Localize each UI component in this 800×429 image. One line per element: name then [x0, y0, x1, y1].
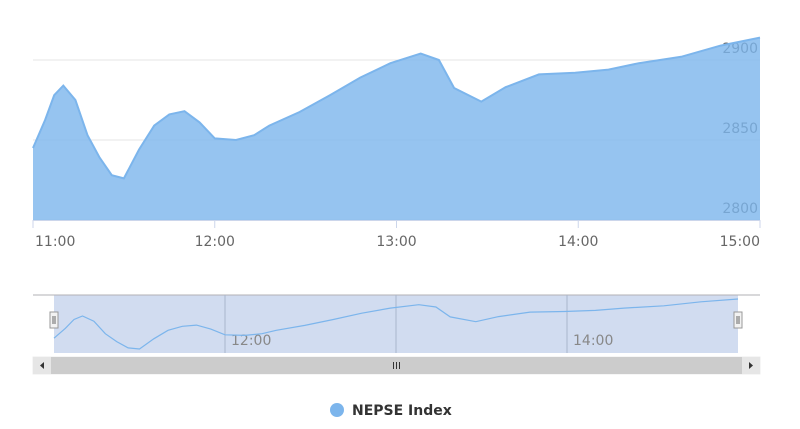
- navigator-handle[interactable]: [49, 311, 59, 329]
- scrollbar-right-arrow: [749, 362, 753, 369]
- x-tick-label: 15:00: [720, 234, 760, 250]
- navigator-handle[interactable]: [733, 311, 743, 329]
- area: [33, 37, 760, 220]
- x-tick-label: 12:00: [195, 234, 235, 250]
- line: [32, 36, 761, 180]
- handle-box: [733, 311, 743, 329]
- legend-symbol: [330, 403, 344, 417]
- handle-box: [49, 311, 59, 329]
- x-tick-label: 13:00: [376, 234, 416, 250]
- navigator-label: 12:00: [231, 333, 271, 349]
- legend-item[interactable]: NEPSE Index: [330, 403, 452, 419]
- scrollbar-left-arrow: [40, 362, 44, 369]
- legend-label: NEPSE Index: [352, 403, 452, 419]
- x-tick-label: 14:00: [558, 234, 598, 250]
- x-tick-label: 11:00: [35, 234, 75, 250]
- navigator-line: [53, 298, 739, 350]
- navigator-label: 14:00: [573, 333, 613, 349]
